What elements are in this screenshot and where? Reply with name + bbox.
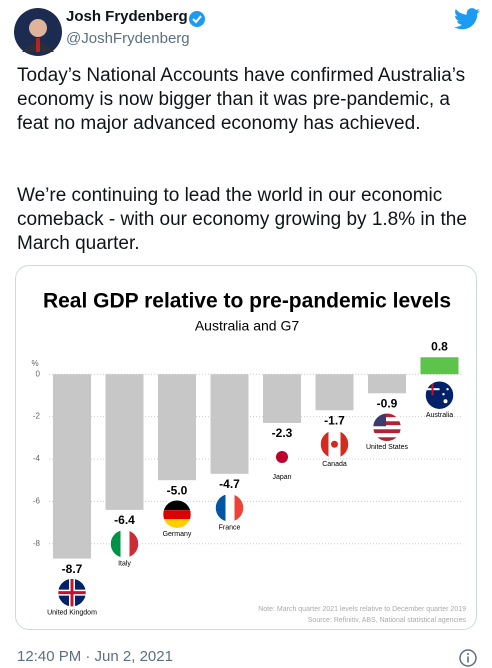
data-label: -1.7	[324, 413, 345, 427]
flag-part	[163, 519, 191, 529]
bar	[53, 374, 91, 559]
flag-part	[163, 500, 191, 511]
flag-part	[373, 425, 401, 430]
avatar[interactable]	[14, 8, 62, 56]
flag-part	[373, 417, 401, 422]
y-tick-label: -4	[33, 454, 41, 463]
bar	[368, 374, 406, 394]
verified-badge	[189, 11, 205, 27]
data-label: -6.4	[114, 513, 135, 527]
info-icon[interactable]	[458, 648, 478, 668]
flag-border	[214, 492, 245, 524]
x-tick-label: Japan	[272, 474, 291, 481]
y-tick-label: -2	[33, 412, 41, 421]
flag-body	[215, 493, 244, 522]
data-label: -2.3	[272, 426, 293, 440]
flag	[266, 441, 298, 473]
chart-subtitle: Australia and G7	[195, 318, 299, 334]
flag-part	[442, 393, 445, 396]
flag-part	[110, 529, 121, 558]
tweet-text: Today’s National Accounts have confirmed…	[17, 65, 466, 134]
flag-border	[161, 498, 193, 530]
flag-body	[425, 381, 454, 410]
flag	[214, 492, 245, 524]
y-tick-label: -8	[33, 539, 41, 548]
flag-part	[373, 421, 401, 426]
flag-part	[373, 429, 401, 434]
twitter-logo[interactable]	[454, 8, 480, 30]
bar	[105, 374, 144, 510]
bar	[263, 374, 301, 423]
chart: Real GDP relative to pre-pandemic levels…	[31, 290, 467, 624]
x-tick-label: Italy	[118, 561, 131, 568]
flag-border	[319, 428, 350, 460]
x-tick-label: Canada	[322, 461, 347, 468]
data-label: -5.0	[167, 483, 188, 497]
flag-body	[110, 529, 139, 558]
flag-border	[424, 379, 455, 411]
y-tick-label: 0	[36, 369, 41, 378]
flag-border	[266, 441, 298, 473]
flag-part	[234, 493, 244, 522]
x-tick-label: France	[219, 525, 241, 532]
flag-body	[163, 500, 191, 529]
flag	[371, 412, 403, 443]
flag-part	[431, 381, 434, 396]
data-label: -4.7	[219, 477, 240, 491]
flag-part	[446, 388, 449, 391]
flag-part	[215, 493, 226, 522]
user-name[interactable]: Josh Frydenberg	[66, 8, 188, 25]
chart-note: Source: Refinitiv, ABS, National statist…	[308, 617, 467, 624]
flag-part	[373, 437, 401, 442]
flag-part	[443, 399, 448, 404]
flag-part	[425, 381, 454, 410]
flag-part	[373, 433, 401, 438]
x-tick-label: United Kingdom	[47, 609, 97, 616]
tweet-image[interactable]: Real GDP relative to pre-pandemic levels…	[15, 265, 477, 630]
bar	[420, 357, 459, 375]
flag-border	[371, 412, 403, 443]
x-tick-label: United States	[366, 444, 409, 451]
x-tick-label: Australia	[426, 412, 453, 419]
flag-part	[340, 430, 349, 459]
y-tick-label: -6	[33, 497, 41, 506]
flag	[56, 577, 88, 608]
flag	[109, 528, 140, 560]
tweet-text: We’re continuing to lead the world in ou…	[17, 185, 467, 254]
flag-part	[129, 529, 139, 558]
chart-note: Note: March quarter 2021 levels relative…	[258, 606, 466, 613]
flag-body	[268, 442, 296, 471]
flag-part	[331, 440, 338, 448]
flag	[161, 498, 193, 530]
timestamp[interactable]: 12:40 PM · Jun 2, 2021	[17, 648, 173, 665]
bar	[210, 374, 249, 474]
user-handle[interactable]: @JoshFrydenberg	[66, 30, 190, 47]
bar	[158, 374, 196, 481]
flag-part	[373, 413, 401, 418]
flag	[424, 379, 455, 411]
data-label: -0.9	[377, 396, 398, 410]
flag-part	[163, 510, 191, 520]
flag-body	[320, 430, 349, 459]
flag-border	[56, 577, 88, 608]
flag-part	[320, 430, 329, 459]
flag-part	[276, 450, 288, 463]
data-label: 0.8	[431, 339, 448, 353]
chart-title: Real GDP relative to pre-pandemic levels	[43, 290, 451, 313]
flag	[319, 428, 350, 460]
data-label: -8.7	[62, 562, 83, 576]
x-tick-label: Germany	[163, 531, 192, 538]
y-axis-label: %	[31, 359, 38, 368]
flag-part	[70, 578, 74, 607]
bar	[315, 374, 354, 411]
flag-body	[58, 578, 86, 607]
flag-part	[120, 529, 130, 558]
flag-border	[109, 528, 140, 560]
flag-part	[225, 493, 235, 522]
